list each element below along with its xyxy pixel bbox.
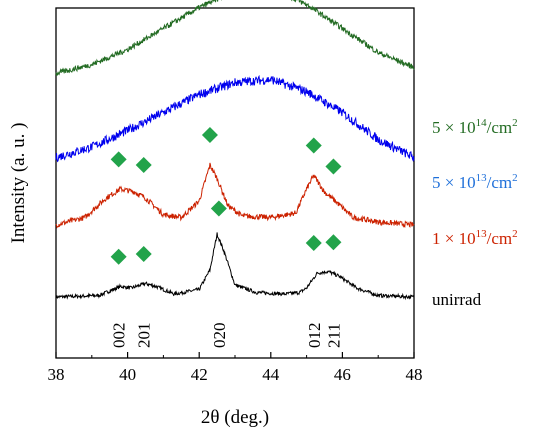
x-tick-label: 42: [191, 365, 208, 384]
peak-marker: [110, 151, 127, 168]
marker-layer: [110, 127, 342, 265]
x-axis-title: 2θ (deg.): [201, 407, 269, 428]
y-axis-title: Intensity (a. u. ): [8, 123, 29, 244]
peak-marker: [135, 246, 152, 262]
peak-marker: [305, 137, 322, 154]
hkl-label: 002: [110, 323, 129, 349]
legend-layer: 5 × 1014/cm2 5 × 1013/cm2 1 × 1013/cm2 unir…: [432, 117, 518, 309]
series-line-3: [55, 0, 415, 76]
peak-marker: [210, 200, 227, 217]
hkl-label: 201: [135, 323, 154, 349]
x-tick-label: 48: [406, 365, 423, 384]
peak-marker: [110, 248, 127, 265]
series-label: 1 × 1013/cm2: [432, 228, 518, 248]
x-tick-label: 38: [48, 365, 65, 384]
peak-marker: [325, 158, 342, 175]
peak-marker: [135, 157, 152, 173]
series-line-0: [55, 232, 415, 301]
annotation-layer: 002 201 020 012 211: [110, 323, 344, 349]
hkl-label: 020: [210, 323, 229, 349]
tick-layer: 38 40 42 44 46 48: [48, 352, 423, 384]
series-line-2: [55, 74, 415, 163]
series-line-1: [55, 162, 415, 229]
peak-marker: [201, 127, 218, 143]
hkl-label: 012: [305, 323, 324, 349]
plot-frame: [55, 7, 415, 359]
series-label: 5 × 1013/cm2: [432, 172, 518, 192]
x-tick-label: 44: [262, 365, 280, 384]
series-label: 5 × 1014/cm2: [432, 117, 518, 137]
series-layer: [55, 0, 415, 301]
peak-marker: [325, 234, 342, 251]
x-tick-label: 40: [119, 365, 136, 384]
hkl-label: 211: [324, 323, 343, 348]
series-label: unirrad: [432, 290, 482, 309]
peak-marker: [305, 235, 322, 251]
x-tick-label: 46: [334, 365, 351, 384]
